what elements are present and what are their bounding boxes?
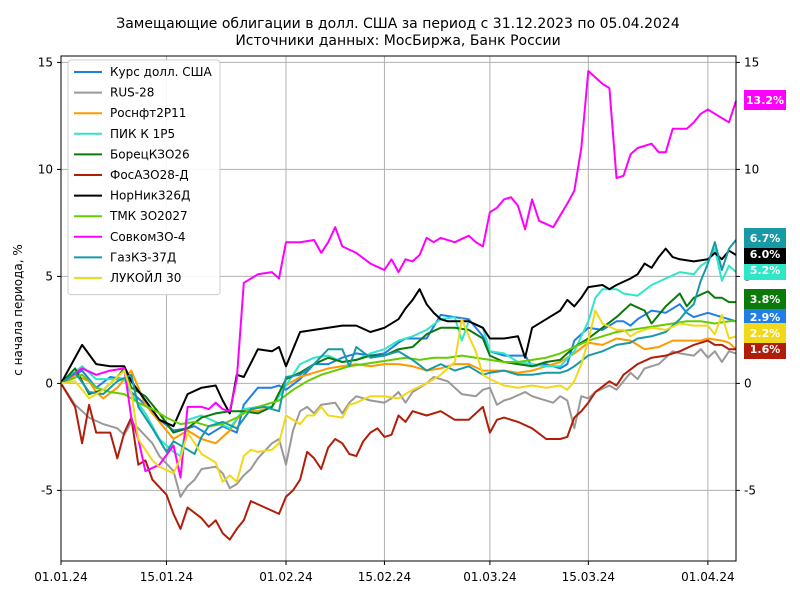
series-line: [60, 247, 737, 458]
end-label-box: [744, 244, 786, 264]
y-tick-label-left: 0: [45, 376, 53, 390]
end-label-box: [744, 90, 786, 110]
end-label-box: [744, 260, 786, 280]
legend-entry: ФосАЗО28-Д: [110, 168, 189, 182]
x-tick-label: 01.04.24: [681, 570, 734, 584]
series-line: [60, 70, 737, 479]
end-label: 1.6%: [744, 339, 786, 359]
x-tick-label: 15.01.24: [140, 570, 193, 584]
series-line: [60, 247, 737, 428]
legend: Курс долл. США RUS-28 Роснфт2Р11 ПИК К 1Р5 Б…: [67, 59, 221, 296]
end-value-labels: 1.6% 2.9% 5.2% 6.0% 2.2% 3.8% 6.7% 13.2%: [744, 90, 786, 359]
legend-entry: ЛУКОЙЛ 30: [110, 270, 181, 285]
end-label-text: 3.8%: [750, 293, 781, 306]
end-label-text: 1.6%: [750, 343, 781, 356]
series-line: [60, 309, 737, 483]
series-line: [60, 337, 737, 445]
series-line: [60, 320, 736, 428]
legend-entry: СовкомЗО-4: [110, 230, 186, 244]
series-lines: [60, 70, 737, 541]
end-label-box: [744, 228, 786, 248]
end-label-text: 2.2%: [750, 327, 781, 340]
end-label-box: [744, 339, 786, 359]
series-line: [60, 339, 736, 541]
y-tick-label-left: -5: [41, 483, 53, 497]
y-tick-label-left: 15: [38, 55, 53, 69]
end-label: 2.9%: [744, 307, 786, 327]
y-tick-label-right: 15: [744, 55, 759, 69]
end-label: 3.8%: [744, 289, 786, 309]
end-label: 6.0%: [744, 244, 786, 264]
y-tick-label-right: 0: [744, 376, 752, 390]
x-tick-label: 15.02.24: [358, 570, 411, 584]
legend-entry: ГазКЗ-37Д: [110, 250, 176, 264]
legend-entry: RUS-28: [110, 86, 154, 100]
end-label-text: 6.7%: [750, 232, 781, 245]
y-axis-label: с начала периода, %: [11, 244, 25, 376]
legend-entry: НорНик326Д: [110, 189, 190, 203]
legend-entry: Курс долл. США: [110, 65, 212, 79]
y-tick-label-right: 10: [744, 162, 759, 176]
legend-entry: ПИК К 1Р5: [110, 127, 175, 141]
series-line: [60, 303, 737, 436]
end-label-text: 13.2%: [746, 94, 784, 107]
end-label-box: [744, 289, 786, 309]
y-tick-label-left: 10: [38, 162, 53, 176]
legend-box: [67, 59, 221, 296]
end-label-text: 5.2%: [750, 264, 781, 277]
chart-subtitle: Источники данных: МосБиржа, Банк России: [235, 33, 560, 49]
end-label-text: 2.9%: [750, 311, 781, 324]
end-label: 2.2%: [744, 323, 786, 343]
end-label: 6.7%: [744, 228, 786, 248]
plot-area-frame: [60, 55, 737, 562]
chart-title: Замещающие облигации в долл. США за пери…: [116, 16, 680, 32]
y-tick-label-right: -5: [744, 483, 756, 497]
end-label-text: 6.0%: [750, 248, 781, 261]
series-line: [60, 348, 737, 498]
x-tick-label: 01.01.24: [34, 570, 87, 584]
legend-entry: ТМК ЗО2027: [109, 209, 188, 223]
x-tick-label: 01.02.24: [259, 570, 312, 584]
end-label-box: [744, 307, 786, 327]
end-label: 5.2%: [744, 260, 786, 280]
legend-entry: БорецКЗО26: [110, 147, 190, 161]
x-tick-label: 01.03.24: [463, 570, 516, 584]
axis-ticks: -5-500551010151501.01.2415.01.2401.02.24…: [34, 55, 759, 584]
legend-entry: Роснфт2Р11: [110, 106, 186, 120]
x-tick-label: 15.03.24: [562, 570, 615, 584]
y-tick-label-left: 5: [45, 269, 53, 283]
series-line: [60, 290, 736, 434]
end-label-box: [744, 323, 786, 343]
end-label: 13.2%: [744, 90, 786, 110]
